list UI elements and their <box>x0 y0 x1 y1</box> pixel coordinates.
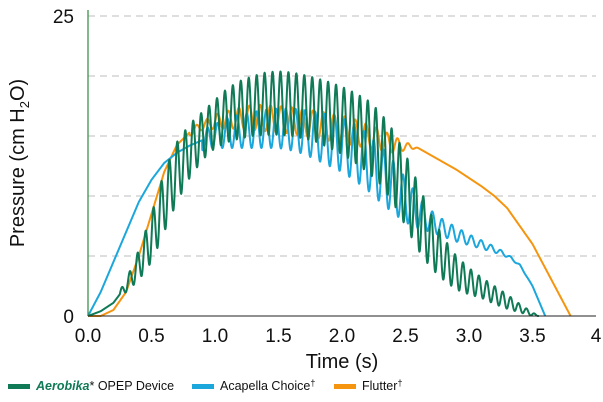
x-tick-label: 1.5 <box>265 326 291 347</box>
legend-swatch <box>192 384 214 389</box>
x-tick-labels: 0.0 0.5 1.0 1.5 2.0 2.5 3.0 3.5 4 <box>75 326 602 347</box>
x-tick-label: 0.0 <box>75 326 101 347</box>
y-tick-label: 0 <box>63 307 74 328</box>
legend-label: Flutter† <box>362 378 402 393</box>
x-tick-label: 4 <box>591 326 602 347</box>
series-lines <box>87 70 572 317</box>
legend-swatch <box>334 384 356 389</box>
series-line <box>87 70 540 317</box>
y-tick-label: 25 <box>53 7 74 28</box>
x-tick-label: 3.0 <box>456 326 482 347</box>
x-tick-label: 3.5 <box>519 326 545 347</box>
legend-swatch <box>8 384 30 389</box>
y-tick-labels: 0 25 <box>53 7 74 328</box>
y-axis-title: Pressure (cm H2O) <box>7 79 32 247</box>
legend: Aerobika* OPEP Device Acapella Choice† Flu… <box>8 378 402 393</box>
x-tick-label: 1.0 <box>202 326 228 347</box>
x-axis-title: Time (s) <box>306 351 379 373</box>
legend-label: Aerobika* OPEP Device <box>35 379 174 393</box>
legend-label: Acapella Choice† <box>220 378 315 393</box>
x-tick-label: 0.5 <box>138 326 164 347</box>
series-line <box>87 107 547 317</box>
x-tick-label: 2.5 <box>392 326 418 347</box>
x-tick-label: 2.0 <box>329 326 355 347</box>
